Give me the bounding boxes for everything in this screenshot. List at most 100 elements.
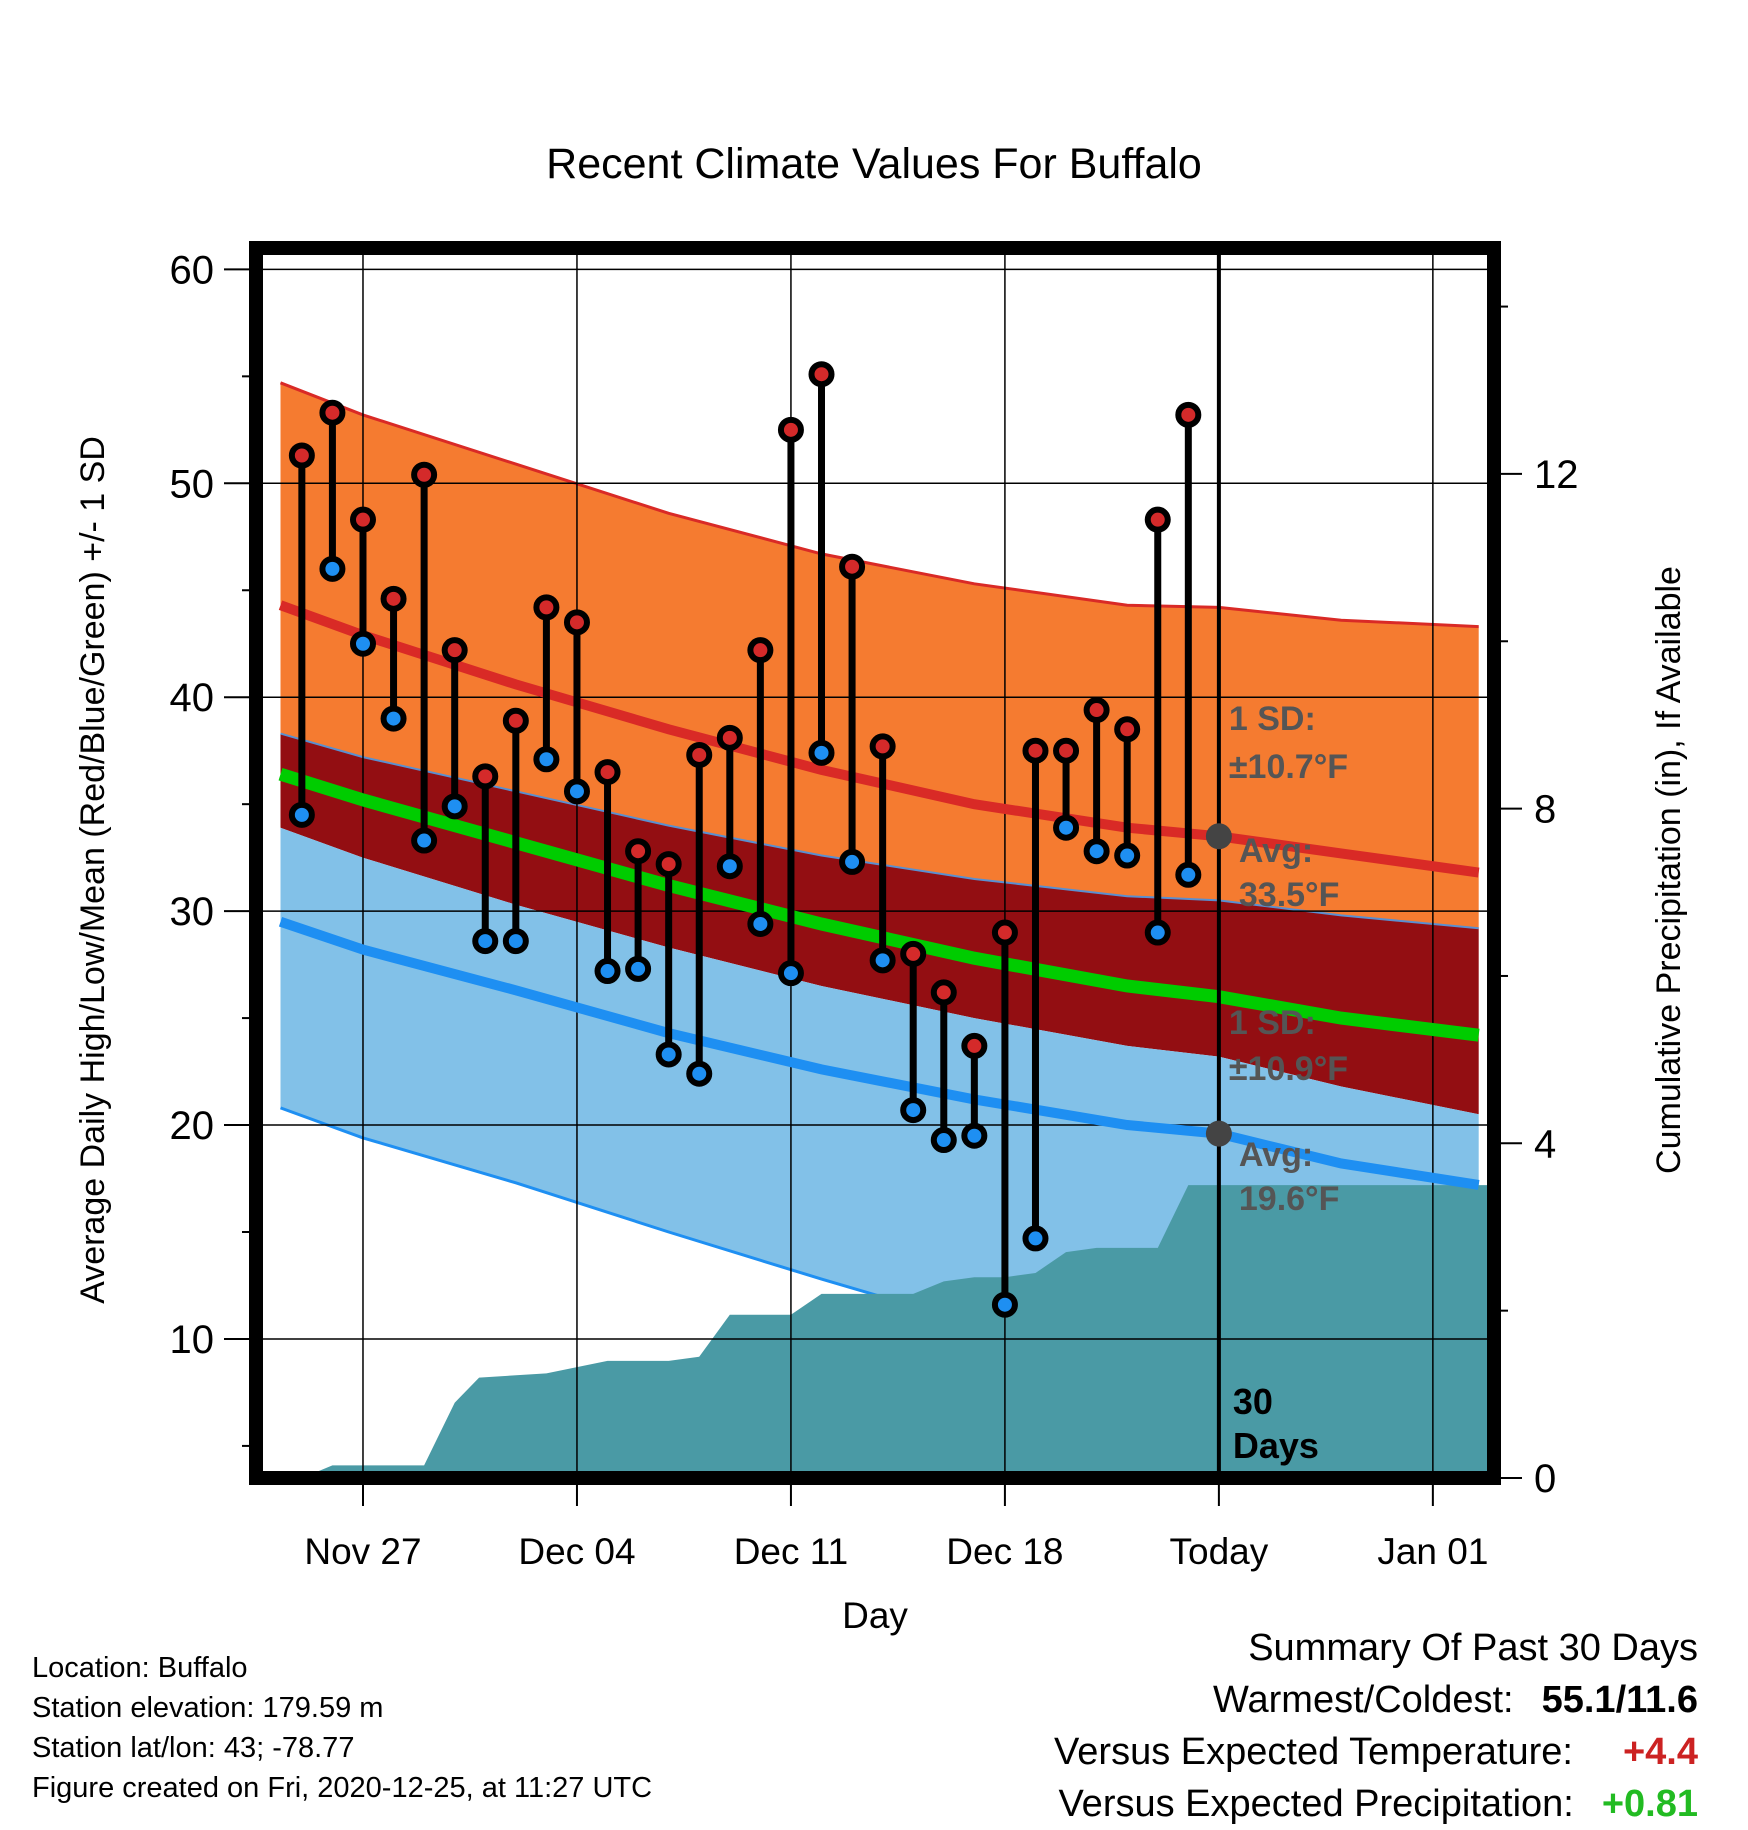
daily-high-point xyxy=(869,733,896,760)
daily-high-point xyxy=(1114,716,1141,743)
daily-high-point xyxy=(839,553,866,580)
latlon-text: Station lat/lon: 43; -78.77 xyxy=(32,1732,355,1764)
precip-value: +0.81 xyxy=(1601,1783,1698,1825)
daily-high-point xyxy=(533,594,560,621)
x-tick-label: Dec 11 xyxy=(734,1531,849,1572)
high-sd-annotation-line2: ±10.7°F xyxy=(1229,748,1348,786)
daily-low-point xyxy=(686,1060,713,1087)
annotations: 1 SD: ±10.7°F Avg: 33.5°F 1 SD: ±10.9°F Avg: 19… xyxy=(1229,700,1348,1466)
summary-precip: Versus Expected Precipitation: +0.81 xyxy=(1054,1778,1698,1830)
summary-temp: Versus Expected Temperature: +4.4 xyxy=(1054,1726,1698,1778)
y2-tick-label: 0 xyxy=(1534,1457,1556,1501)
high-avg-annotation-line2: 33.5°F xyxy=(1239,876,1340,914)
warm-cold-value: 55.1/11.6 xyxy=(1541,1679,1698,1721)
plot-area xyxy=(256,248,1494,1478)
summary-warm-cold: Warmest/Coldest: 55.1/11.6 xyxy=(1054,1674,1698,1726)
daily-high-point xyxy=(625,838,652,865)
daily-high-point xyxy=(380,585,407,612)
y-tick-label: 10 xyxy=(170,1318,215,1362)
daily-low-point xyxy=(563,778,590,805)
low-sd-annotation-line1: 1 SD: xyxy=(1229,1004,1316,1042)
daily-high-point xyxy=(686,741,713,768)
y-tick-label: 50 xyxy=(170,462,215,506)
high-minus-sd-edge xyxy=(280,732,1479,930)
y2-tick-label: 8 xyxy=(1534,788,1556,832)
x-tick-label: Jan 01 xyxy=(1377,1531,1488,1572)
daily-high-point xyxy=(716,724,743,751)
daily-low-point xyxy=(1175,861,1202,888)
daily-high-point xyxy=(1144,506,1171,533)
precip-area xyxy=(256,1185,1494,1478)
daily-low-point xyxy=(594,958,621,985)
normal-high-line xyxy=(278,600,1480,878)
warm-cold-label: Warmest/Coldest: xyxy=(1213,1679,1514,1721)
elevation-text: Station elevation: 179.59 m xyxy=(32,1692,384,1724)
temp-value: +4.4 xyxy=(1622,1731,1698,1773)
x-tick-label: Nov 27 xyxy=(304,1531,421,1572)
low-sd-annotation-line2: ±10.9°F xyxy=(1229,1050,1348,1088)
daily-low-point xyxy=(991,1291,1018,1318)
precip-label: Versus Expected Precipitation: xyxy=(1058,1783,1574,1825)
summary-title: Summary Of Past 30 Days xyxy=(1248,1627,1698,1669)
high-plus-sd-edge xyxy=(279,381,1479,629)
period-annotation-line1: 30 xyxy=(1233,1381,1273,1422)
daily-high-point xyxy=(288,442,315,469)
daily-low-point xyxy=(380,705,407,732)
daily-high-point xyxy=(930,979,957,1006)
daily-high-point xyxy=(411,461,438,488)
location-text: Location: Buffalo xyxy=(32,1652,248,1684)
station-info: Location: Buffalo Station elevation: 179… xyxy=(32,1648,652,1808)
created-text: Figure created on Fri, 2020-12-25, at 11… xyxy=(32,1772,653,1804)
plot-frame xyxy=(249,241,1501,1485)
daily-high-point xyxy=(594,759,621,786)
daily-low-point xyxy=(1083,838,1110,865)
daily-low-point xyxy=(961,1122,988,1149)
daily-low-point xyxy=(288,801,315,828)
daily-high-point xyxy=(1053,737,1080,764)
daily-low-point xyxy=(777,960,804,987)
daily-high-point xyxy=(961,1032,988,1059)
low-avg-annotation-line2: 19.6°F xyxy=(1239,1180,1340,1218)
daily-high-point xyxy=(441,637,468,664)
daily-high-point xyxy=(747,637,774,664)
daily-high-point xyxy=(808,361,835,388)
daily-high-point xyxy=(502,707,529,734)
y-tick-label: 30 xyxy=(170,890,215,934)
daily-low-point xyxy=(900,1097,927,1124)
today-low-avg-marker xyxy=(1205,1120,1232,1147)
daily-low-point xyxy=(839,848,866,875)
normal-mean-line xyxy=(278,767,1480,1042)
period-annotation-line2: Days xyxy=(1233,1425,1319,1466)
daily-high-point xyxy=(655,851,682,878)
daily-high-point xyxy=(777,416,804,443)
daily-low-point xyxy=(1053,814,1080,841)
daily-high-point xyxy=(319,399,346,426)
daily-low-point xyxy=(411,827,438,854)
chart-title: Recent Climate Values For Buffalo xyxy=(546,140,1202,188)
x-tick-label: Today xyxy=(1170,1531,1269,1572)
daily-low-point xyxy=(1114,842,1141,869)
low-avg-annotation-line1: Avg: xyxy=(1239,1136,1313,1174)
x-tick-label: Dec 18 xyxy=(946,1531,1063,1572)
axes: 10 20 30 40 50 60 0 4 8 12 Nov 27 Dec 04 Dec 11 Dec 1… xyxy=(170,248,1579,1572)
daily-low-point xyxy=(930,1127,957,1154)
plot-border xyxy=(249,241,1501,1485)
x-tick-label: Dec 04 xyxy=(518,1531,635,1572)
daily-low-point xyxy=(716,853,743,880)
y-axis-label: Average Daily High/Low/Mean (Red/Blue/Gr… xyxy=(74,436,112,1304)
summary-panel: Summary Of Past 30 Days Warmest/Coldest:… xyxy=(1054,1622,1698,1830)
daily-low-point xyxy=(472,928,499,955)
daily-low-point xyxy=(441,793,468,820)
daily-high-point xyxy=(349,506,376,533)
daily-low-point xyxy=(1144,919,1171,946)
normal-low-line xyxy=(278,917,1480,1190)
high-avg-annotation-line1: Avg: xyxy=(1239,832,1313,870)
y-tick-label: 60 xyxy=(170,248,215,292)
daily-high-point xyxy=(900,940,927,967)
high-sd-annotation-line1: 1 SD: xyxy=(1229,700,1316,738)
y2-tick-label: 4 xyxy=(1534,1122,1556,1166)
daily-high-point xyxy=(1022,737,1049,764)
daily-low-point xyxy=(1022,1225,1049,1252)
daily-low-point xyxy=(625,955,652,982)
